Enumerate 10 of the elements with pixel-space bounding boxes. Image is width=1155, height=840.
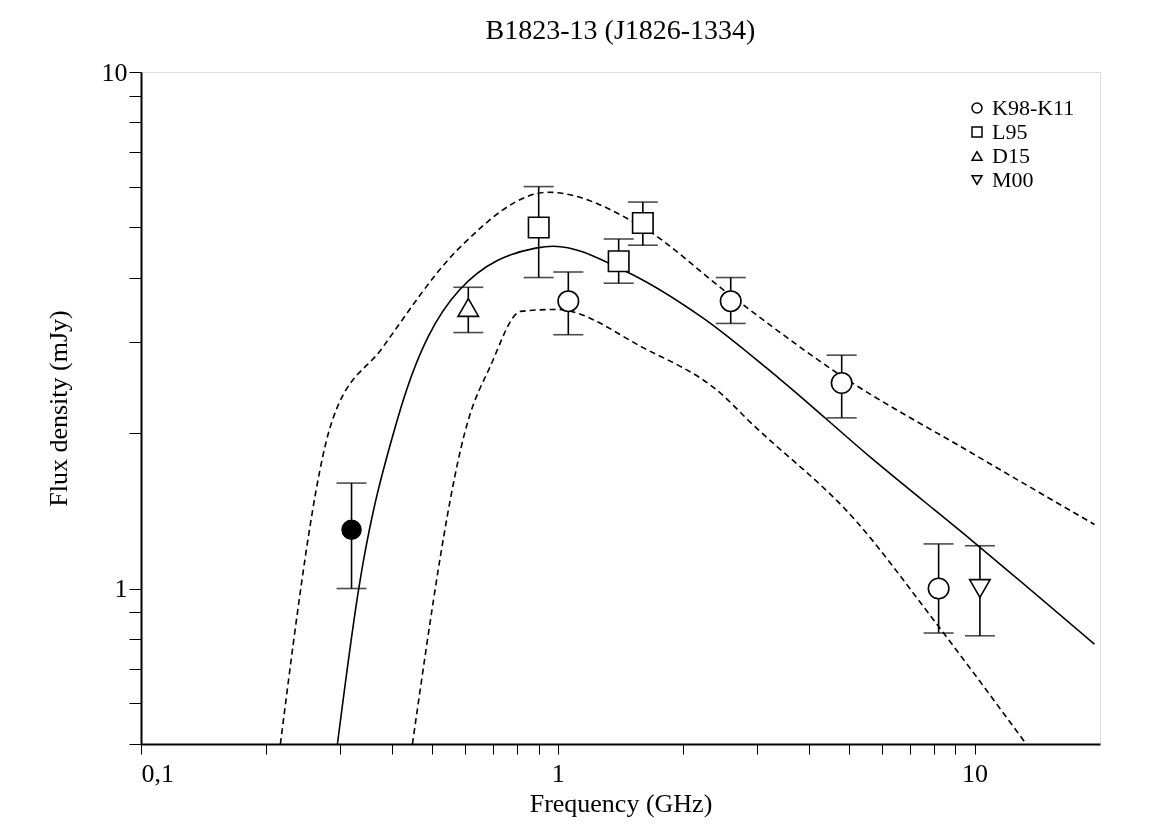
x-tick-label: 10 bbox=[962, 758, 989, 788]
x-tick-label: 1 bbox=[551, 758, 565, 788]
chart-title: B1823-13 (J1826-1334) bbox=[485, 14, 756, 45]
legend-label: D15 bbox=[992, 143, 1030, 168]
legend-label: K98-K11 bbox=[992, 95, 1075, 120]
legend-label: M00 bbox=[992, 167, 1034, 192]
legend-label: L95 bbox=[992, 119, 1028, 144]
y-axis-title: Flux density (mJy) bbox=[43, 310, 73, 507]
x-axis-title: Frequency (GHz) bbox=[529, 788, 713, 818]
x-tick-label: 0,1 bbox=[141, 758, 174, 788]
